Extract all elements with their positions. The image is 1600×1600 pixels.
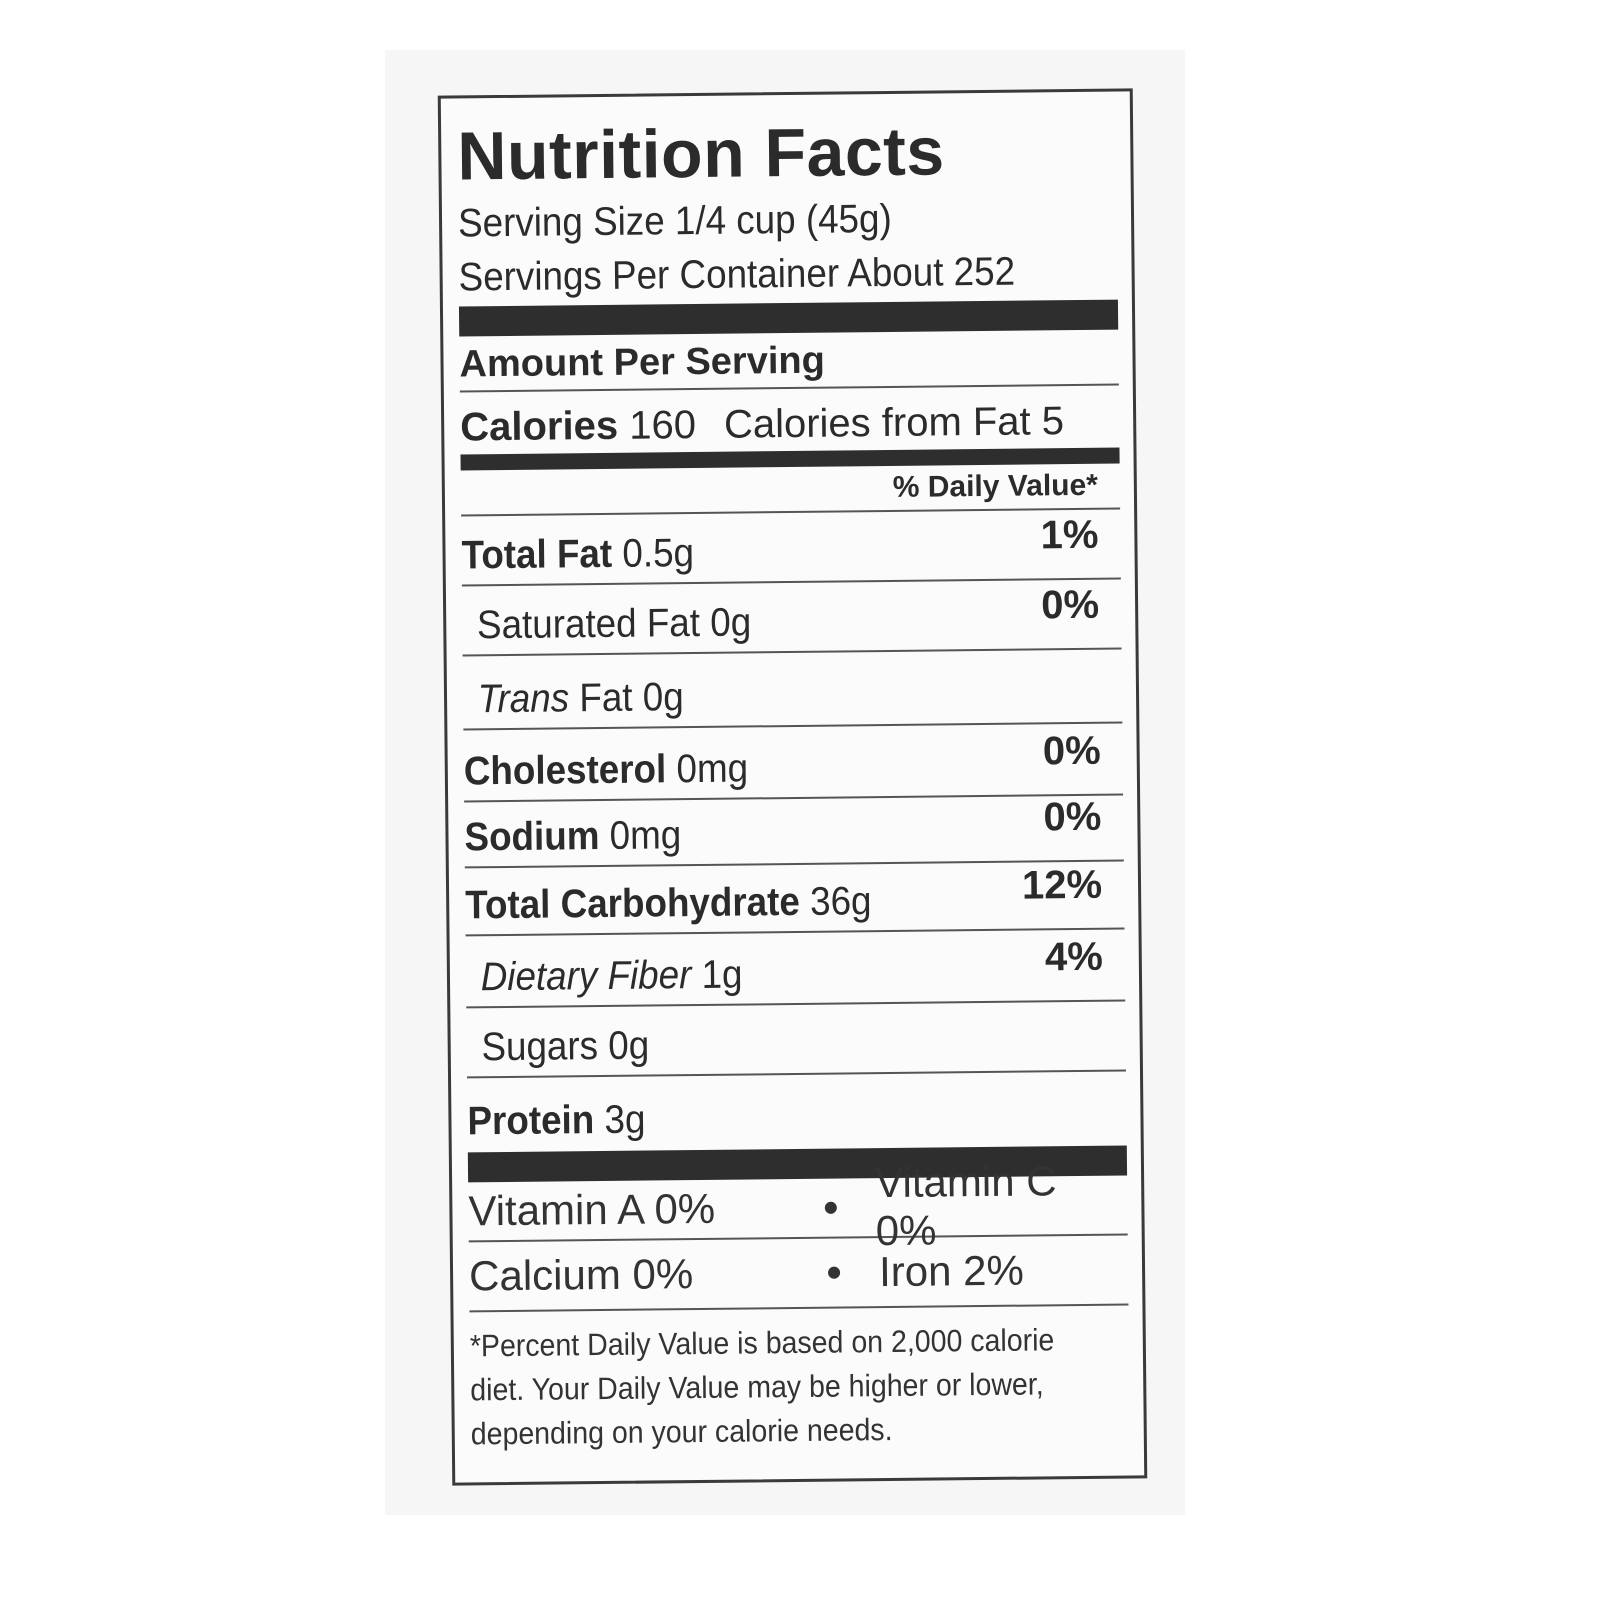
nutrient-label: Saturated Fat [476, 600, 701, 648]
nutrient-amount: 0g [608, 1023, 650, 1068]
nutrient-amount: 36g [809, 879, 872, 924]
servings-per-container: Servings Per Container About 252 [458, 249, 1016, 300]
daily-value-header: % Daily Value* [460, 463, 1121, 517]
nutrient-dv [1104, 1050, 1126, 1070]
nutrient-label: Trans [477, 676, 570, 722]
nutrient-row-trans-fat: Trans Fat 0g [462, 649, 1123, 731]
nutrient-label: Dietary Fiber [480, 953, 692, 1000]
bullet-separator: • [823, 1183, 839, 1231]
nutrient-amount: 0g [709, 600, 752, 645]
footnote-line: *Percent Daily Value is based on 2,000 c… [469, 1322, 1055, 1364]
nutrient-amount: 0mg [676, 746, 749, 792]
vitamin-c: Vitamin C 0% [875, 1157, 1057, 1255]
amount-per-serving: Amount Per Serving [459, 329, 1119, 393]
nutrient-row-sugars: Sugars 0g [466, 1001, 1126, 1079]
nutrient-amount: 3g [604, 1097, 646, 1142]
nutrient-label: Cholesterol [463, 747, 667, 794]
nutrient-row-sodium: Sodium 0mg 0% [464, 794, 1124, 869]
bullet-separator: • [826, 1248, 842, 1296]
serving-size: Serving Size 1/4 cup (45g) [457, 196, 892, 246]
footnote-line: diet. Your Daily Value may be higher or … [470, 1366, 1044, 1408]
footnote-line: depending on your calorie needs. [470, 1411, 893, 1452]
nutrient-amount: 0g [642, 675, 684, 720]
vitamin-row: Vitamin A 0% • Vitamin C 0% [468, 1157, 1128, 1254]
nutrient-amount: 0mg [609, 813, 682, 858]
nutrient-dv: 1% [1040, 512, 1099, 558]
nutrient-amount: 0.5g [622, 531, 695, 576]
nutrient-label: Sugars [481, 1024, 599, 1070]
calories-from-fat: Calories from Fat 5 [723, 399, 1065, 447]
nutrient-row-saturated-fat: Saturated Fat 0g 0% [461, 579, 1122, 657]
nutrition-facts-label: Nutrition Facts Serving Size 1/4 cup (45… [437, 88, 1148, 1486]
calories-row: Calories 160 Calories from Fat 5 [460, 386, 1120, 455]
nutrient-dv: 0% [1042, 728, 1101, 774]
nutrient-row-dietary-fiber: Dietary Fiber 1g 4% [465, 929, 1126, 1009]
footnote: *Percent Daily Value is based on 2,000 c… [469, 1306, 1077, 1456]
nutrient-label: Sodium [464, 814, 600, 860]
nutrient-label: Total Fat [461, 531, 613, 578]
nutrient-row-total-fat: Total Fat 0.5g 1% [461, 509, 1121, 587]
nutrient-row-protein: Protein 3g [467, 1072, 1127, 1151]
nutrient-row-total-carbohydrate: Total Carbohydrate 36g 12% [464, 861, 1125, 937]
nutrient-dv [1100, 702, 1122, 722]
nutrient-dv: 4% [1044, 934, 1104, 980]
nutrient-dv: 0% [1043, 794, 1102, 840]
nutrient-dv [1105, 1124, 1127, 1144]
nutrient-label-rest: Fat [579, 675, 633, 721]
nutrient-label: Protein [467, 1098, 595, 1144]
iron: Iron 2% [878, 1246, 1025, 1296]
nutrient-label: Total Carbohydrate [464, 879, 801, 928]
calcium: Calcium 0% [468, 1250, 694, 1300]
nutrient-row-cholesterol: Cholesterol 0mg 0% [463, 723, 1124, 803]
vitamin-a: Vitamin A 0% [468, 1184, 716, 1235]
calories-value: 160 [628, 402, 697, 448]
calories-label: Calories [459, 403, 619, 450]
nutrient-amount: 1g [701, 952, 743, 997]
nutrient-dv: 12% [1021, 862, 1103, 908]
label-title: Nutrition Facts [456, 113, 946, 195]
nutrient-dv: 0% [1041, 582, 1100, 628]
